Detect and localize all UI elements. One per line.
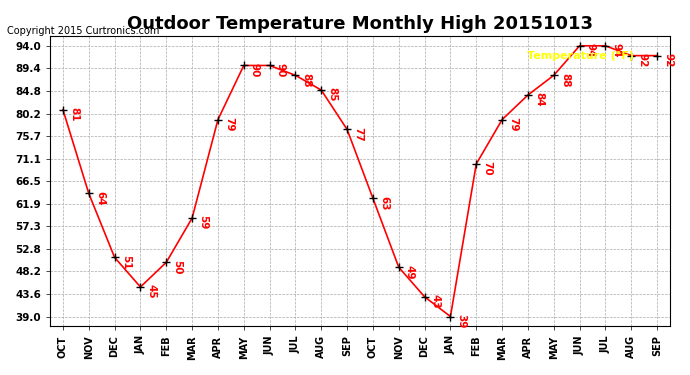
Text: 43: 43 [431,294,441,309]
Text: 92: 92 [663,53,673,67]
Text: 81: 81 [69,107,79,122]
Text: 94: 94 [586,43,595,57]
Text: 92: 92 [638,53,647,67]
Text: 64: 64 [95,190,105,205]
Text: 90: 90 [250,63,260,77]
Text: 90: 90 [276,63,286,77]
Text: 59: 59 [198,215,208,229]
Text: Copyright 2015 Curtronics.com: Copyright 2015 Curtronics.com [7,26,159,36]
Text: 77: 77 [353,127,363,141]
Text: 63: 63 [379,196,389,210]
Text: 84: 84 [534,92,544,107]
Text: 45: 45 [146,284,157,299]
Text: 88: 88 [560,72,570,87]
Text: 79: 79 [509,117,518,131]
Text: 85: 85 [327,87,337,102]
Text: 88: 88 [302,72,312,87]
Title: Outdoor Temperature Monthly High 20151013: Outdoor Temperature Monthly High 2015101… [127,15,593,33]
Text: 51: 51 [121,255,130,269]
Text: 50: 50 [172,260,182,274]
Text: 39: 39 [457,314,466,328]
Text: 79: 79 [224,117,234,131]
Text: 70: 70 [482,161,493,176]
Text: 94: 94 [611,43,622,57]
Text: 49: 49 [405,264,415,279]
